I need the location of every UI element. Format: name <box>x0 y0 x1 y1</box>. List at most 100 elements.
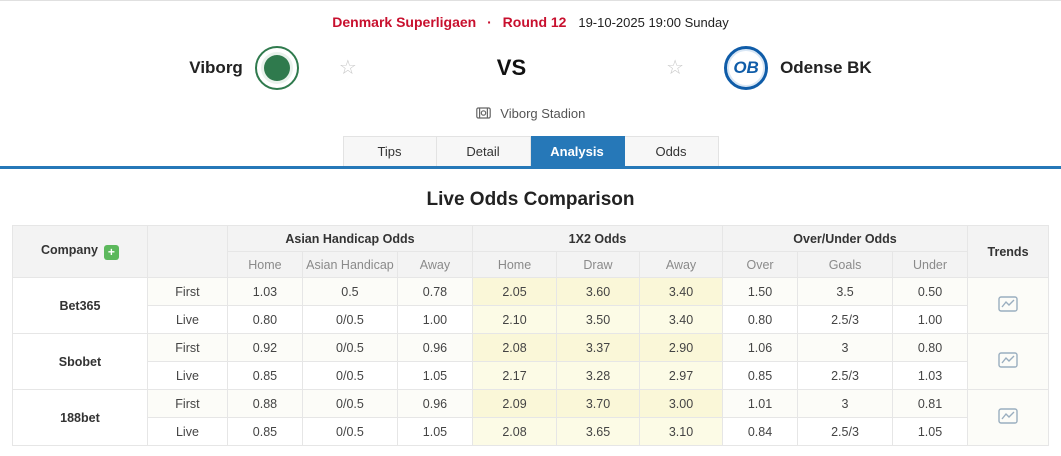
odds-cell: 3.65 <box>555 417 640 446</box>
odds-cell: 1.06 <box>722 333 799 362</box>
ah-away-header: Away <box>396 251 473 278</box>
trends-cell <box>967 389 1050 446</box>
odds-cell: 3.60 <box>555 277 640 306</box>
table-row: Live 0.80 0/0.5 1.00 2.10 3.50 3.40 0.80… <box>12 305 1048 334</box>
trend-chart-icon[interactable] <box>998 408 1018 424</box>
odds-cell: 1.01 <box>722 389 799 418</box>
odds-cell: 3 <box>797 333 894 362</box>
trends-cell <box>967 277 1050 334</box>
odds-cell: 0/0.5 <box>301 305 398 334</box>
company-name: 188bet <box>11 389 148 446</box>
odds-cell: 0.84 <box>722 417 799 446</box>
away-team-logo: OB <box>724 46 769 90</box>
section-title: Live Odds Comparison <box>426 189 635 210</box>
odds-cell: 0.85 <box>722 361 799 390</box>
ou-under-header: Under <box>892 251 969 278</box>
over-under-group-header: Over/Under Odds <box>722 225 969 252</box>
x12-draw-header: Draw <box>555 251 640 278</box>
match-header: Denmark Superligaen · Round 12 19-10-202… <box>0 1 1061 30</box>
asian-handicap-group-header: Asian Handicap Odds <box>226 225 473 252</box>
trend-chart-icon[interactable] <box>998 352 1018 368</box>
away-favorite-star-icon[interactable]: ☆ <box>666 57 685 79</box>
odds-cell: 0/0.5 <box>301 333 398 362</box>
odds-cell: 1.00 <box>892 305 969 334</box>
stadium-icon <box>475 107 491 122</box>
company-name: Sbobet <box>11 333 148 390</box>
odds-cell: 3.5 <box>797 277 894 306</box>
round-label: Round 12 <box>502 14 567 30</box>
ah-home-header: Home <box>226 251 303 278</box>
odds-cell: 0.81 <box>892 389 969 418</box>
ou-goals-header: Goals <box>797 251 894 278</box>
type-header <box>146 225 228 278</box>
odds-cell: 0.85 <box>226 417 303 446</box>
odds-cell: 1.05 <box>396 417 473 446</box>
tab-tips[interactable]: Tips <box>342 136 437 166</box>
table-row: Bet365 First 1.03 0.5 0.78 2.05 3.60 3.4… <box>11 277 1050 334</box>
table-sub-header-row: Home Asian Handicap Away Home Draw Away … <box>12 251 1048 278</box>
tab-detail[interactable]: Detail <box>436 136 531 166</box>
row-type: Live <box>146 361 228 390</box>
1x2-group-header: 1X2 Odds <box>471 225 724 252</box>
odds-cell: 2.10 <box>471 305 557 334</box>
odds-comparison-table: Company + Asian Handicap Odds 1X2 Odds Ov… <box>11 225 1050 446</box>
trends-cell <box>967 333 1050 390</box>
odds-cell: 3.37 <box>555 333 640 362</box>
odds-cell: 2.97 <box>638 361 724 390</box>
row-type: Live <box>146 417 228 446</box>
odds-cell: 1.03 <box>226 277 303 306</box>
odds-cell: 3.70 <box>555 389 640 418</box>
teams-row: Viborg ☆ VS ☆ OB Odense BK <box>0 46 1061 90</box>
ou-over-header: Over <box>722 251 799 278</box>
venue-name: Viborg Stadion <box>500 106 586 121</box>
row-type: Live <box>146 305 228 334</box>
company-header: Company + <box>11 225 148 278</box>
odds-cell: 2.08 <box>471 333 557 362</box>
add-company-button[interactable]: + <box>103 245 119 260</box>
odds-cell: 2.05 <box>471 277 557 306</box>
ah-handicap-header: Asian Handicap <box>301 251 398 278</box>
odds-cell: 2.17 <box>471 361 557 390</box>
odds-cell: 2.09 <box>471 389 557 418</box>
odds-cell: 0/0.5 <box>301 361 398 390</box>
table-row: 188bet First 0.88 0/0.5 0.96 2.09 3.70 3… <box>11 389 1050 446</box>
table-row: Live 0.85 0/0.5 1.05 2.17 3.28 2.97 0.85… <box>12 361 1048 390</box>
row-type: First <box>146 277 228 306</box>
odds-cell: 1.05 <box>892 417 969 446</box>
x12-away-header: Away <box>638 251 724 278</box>
odds-cell: 0.80 <box>226 305 303 334</box>
odds-cell: 1.50 <box>722 277 799 306</box>
odds-cell: 2.5/3 <box>797 361 894 390</box>
league-name: Denmark Superligaen <box>332 14 477 30</box>
row-type: First <box>146 333 228 362</box>
odds-cell: 2.5/3 <box>797 417 894 446</box>
odds-cell: 0/0.5 <box>301 417 398 446</box>
odds-cell: 3.28 <box>555 361 640 390</box>
odds-cell: 0.85 <box>226 361 303 390</box>
separator-dot: · <box>487 14 492 30</box>
odds-cell: 0.80 <box>892 333 969 362</box>
odds-cell: 0.88 <box>226 389 303 418</box>
odds-cell: 3.40 <box>638 305 724 334</box>
odds-cell: 1.00 <box>396 305 473 334</box>
odds-cell: 3.50 <box>555 305 640 334</box>
table-row: Live 0.85 0/0.5 1.05 2.08 3.65 3.10 0.84… <box>12 417 1048 446</box>
tab-analysis[interactable]: Analysis <box>530 136 625 166</box>
odds-cell: 0.80 <box>722 305 799 334</box>
home-team-name: Viborg <box>189 58 243 77</box>
vs-label: VS <box>496 55 527 80</box>
odds-cell: 0.50 <box>892 277 969 306</box>
odds-cell: 1.03 <box>892 361 969 390</box>
tab-odds[interactable]: Odds <box>624 136 719 166</box>
table-row: Sbobet First 0.92 0/0.5 0.96 2.08 3.37 2… <box>11 333 1050 390</box>
trends-header: Trends <box>967 225 1050 278</box>
table-group-header-row: Company + Asian Handicap Odds 1X2 Odds Ov… <box>11 225 1050 278</box>
trend-chart-icon[interactable] <box>998 296 1018 312</box>
odds-cell: 2.08 <box>471 417 557 446</box>
company-header-label: Company <box>40 243 98 257</box>
home-favorite-star-icon[interactable]: ☆ <box>338 57 357 79</box>
tab-bar: Tips Detail Analysis Odds <box>0 136 1061 166</box>
company-name: Bet365 <box>11 277 148 334</box>
odds-cell: 0.5 <box>301 277 398 306</box>
